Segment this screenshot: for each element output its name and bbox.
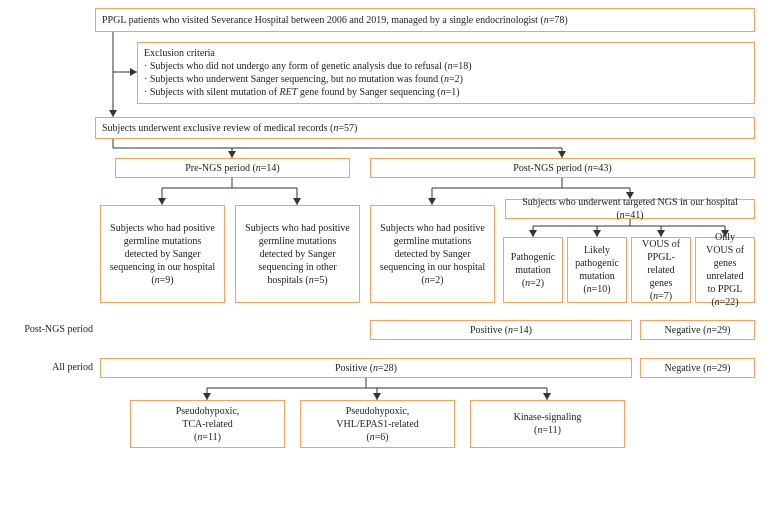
box-exclusion-criteria: Exclusion criteria· Subjects who did not… bbox=[137, 42, 755, 104]
box-pre-ngs-period: Pre-NGS period (n=14) bbox=[115, 158, 350, 178]
box-all-positive: Positive (n=28) bbox=[100, 358, 632, 378]
box-post-sanger-our-hospital: Subjects who had positive germline mutat… bbox=[370, 205, 495, 303]
label-postngs-row: Post-NGS period bbox=[8, 324, 93, 335]
box-likely-pathogenic: Likely pathogenic mutation (n=10) bbox=[567, 237, 627, 303]
box-group-vhl-epas1: Pseudohypoxic,VHL/EPAS1-related(n=6) bbox=[300, 400, 455, 448]
box-postngs-negative: Negative (n=29) bbox=[640, 320, 755, 340]
box-pathogenic-mutation: Pathogenic mutation (n=2) bbox=[503, 237, 563, 303]
box-pre-sanger-other-hospitals: Subjects who had positive germline mutat… bbox=[235, 205, 360, 303]
box-targeted-ngs: Subjects who underwent targeted NGS in o… bbox=[505, 199, 755, 219]
box-pre-sanger-our-hospital: Subjects who had positive germline mutat… bbox=[100, 205, 225, 303]
box-vous-unrelated: Only VOUS of genes unrelated to PPGL (n=… bbox=[695, 237, 755, 303]
box-medical-records-review: Subjects underwent exclusive review of m… bbox=[95, 117, 755, 139]
box-group-kinase: Kinase-signaling(n=11) bbox=[470, 400, 625, 448]
label-allperiod-row: All period bbox=[8, 362, 93, 373]
box-post-ngs-period: Post-NGS period (n=43) bbox=[370, 158, 755, 178]
box-group-tca: Pseudohypoxic,TCA-related(n=11) bbox=[130, 400, 285, 448]
box-postngs-positive: Positive (n=14) bbox=[370, 320, 632, 340]
box-vous-ppgl-related: VOUS of PPGL-related genes (n=7) bbox=[631, 237, 691, 303]
box-cohort-top: PPGL patients who visited Severance Hosp… bbox=[95, 8, 755, 32]
box-all-negative: Negative (n=29) bbox=[640, 358, 755, 378]
